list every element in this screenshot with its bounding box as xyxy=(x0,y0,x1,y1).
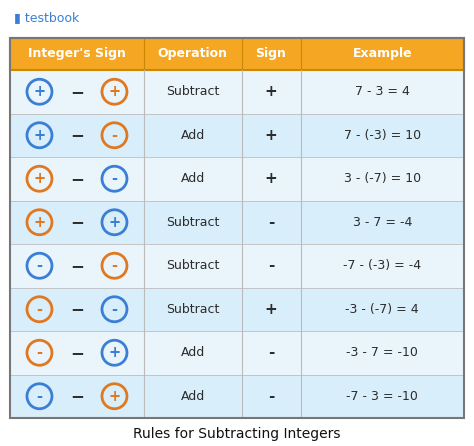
Text: +: + xyxy=(33,128,46,143)
Bar xyxy=(10,38,144,70)
Text: -: - xyxy=(268,215,274,230)
Text: −: − xyxy=(70,170,84,188)
Text: Subtract: Subtract xyxy=(166,85,219,98)
Text: -: - xyxy=(111,258,118,273)
Text: +: + xyxy=(109,215,120,230)
Text: -: - xyxy=(111,128,118,143)
Text: −: − xyxy=(70,387,84,405)
Text: Subtract: Subtract xyxy=(166,259,219,272)
Bar xyxy=(10,201,144,244)
Text: Operation: Operation xyxy=(158,48,228,61)
Bar xyxy=(301,331,464,375)
Bar xyxy=(10,113,144,157)
Text: Add: Add xyxy=(181,390,205,403)
Text: +: + xyxy=(33,84,46,99)
Text: −: − xyxy=(70,126,84,144)
Text: −: − xyxy=(70,213,84,231)
Text: -7 - (-3) = -4: -7 - (-3) = -4 xyxy=(343,259,421,272)
Text: −: − xyxy=(70,257,84,275)
Text: +: + xyxy=(33,171,46,186)
Text: Add: Add xyxy=(181,172,205,185)
Bar xyxy=(10,38,464,70)
Text: 3 - 7 = -4: 3 - 7 = -4 xyxy=(353,216,412,229)
Text: +: + xyxy=(33,215,46,230)
Text: 3 - (-7) = 10: 3 - (-7) = 10 xyxy=(344,172,421,185)
Bar xyxy=(242,244,301,288)
Text: +: + xyxy=(109,389,120,404)
Bar xyxy=(144,288,242,331)
Bar xyxy=(301,201,464,244)
Text: -: - xyxy=(36,345,43,360)
Bar xyxy=(301,288,464,331)
Bar xyxy=(242,70,301,113)
Text: -: - xyxy=(268,389,274,404)
Text: -: - xyxy=(36,258,43,273)
Bar xyxy=(10,331,144,375)
Bar xyxy=(144,201,242,244)
Text: Add: Add xyxy=(181,129,205,142)
Text: -3 - (-7) = 4: -3 - (-7) = 4 xyxy=(346,303,419,316)
Text: -: - xyxy=(111,171,118,186)
Text: −: − xyxy=(70,344,84,362)
Bar xyxy=(301,157,464,201)
Text: +: + xyxy=(264,128,277,143)
Bar xyxy=(242,201,301,244)
Bar xyxy=(144,331,242,375)
Bar xyxy=(10,375,144,418)
Text: Add: Add xyxy=(181,346,205,359)
Text: Subtract: Subtract xyxy=(166,216,219,229)
Text: Sign: Sign xyxy=(255,48,286,61)
Bar xyxy=(144,113,242,157)
Bar xyxy=(242,331,301,375)
Bar xyxy=(301,375,464,418)
Bar xyxy=(10,70,144,113)
Bar xyxy=(144,70,242,113)
Text: +: + xyxy=(264,171,277,186)
Text: Integer's Sign: Integer's Sign xyxy=(28,48,126,61)
Text: -: - xyxy=(36,302,43,317)
Text: -7 - 3 = -10: -7 - 3 = -10 xyxy=(346,390,418,403)
Text: +: + xyxy=(109,84,120,99)
Bar xyxy=(242,113,301,157)
Bar xyxy=(10,244,144,288)
Bar xyxy=(144,38,242,70)
Text: ▮ testbook: ▮ testbook xyxy=(14,12,79,25)
Bar xyxy=(301,70,464,113)
Text: +: + xyxy=(264,302,277,317)
Bar xyxy=(301,113,464,157)
Bar xyxy=(10,288,144,331)
Text: -: - xyxy=(268,345,274,360)
Text: -: - xyxy=(111,302,118,317)
Bar xyxy=(242,288,301,331)
Text: -3 - 7 = -10: -3 - 7 = -10 xyxy=(346,346,418,359)
Bar xyxy=(242,38,301,70)
Bar xyxy=(242,375,301,418)
Bar xyxy=(144,157,242,201)
Text: +: + xyxy=(109,345,120,360)
Text: Subtract: Subtract xyxy=(166,303,219,316)
Text: +: + xyxy=(264,84,277,99)
Text: Rules for Subtracting Integers: Rules for Subtracting Integers xyxy=(133,427,341,441)
Bar xyxy=(301,38,464,70)
Bar xyxy=(301,244,464,288)
Text: -: - xyxy=(268,258,274,273)
Text: 7 - (-3) = 10: 7 - (-3) = 10 xyxy=(344,129,421,142)
Bar xyxy=(10,157,144,201)
Bar xyxy=(144,375,242,418)
Bar xyxy=(242,157,301,201)
Text: -: - xyxy=(36,389,43,404)
Text: −: − xyxy=(70,300,84,318)
Bar xyxy=(144,244,242,288)
Text: 7 - 3 = 4: 7 - 3 = 4 xyxy=(355,85,410,98)
Bar xyxy=(10,38,464,418)
Text: −: − xyxy=(70,83,84,101)
Text: Example: Example xyxy=(353,48,412,61)
